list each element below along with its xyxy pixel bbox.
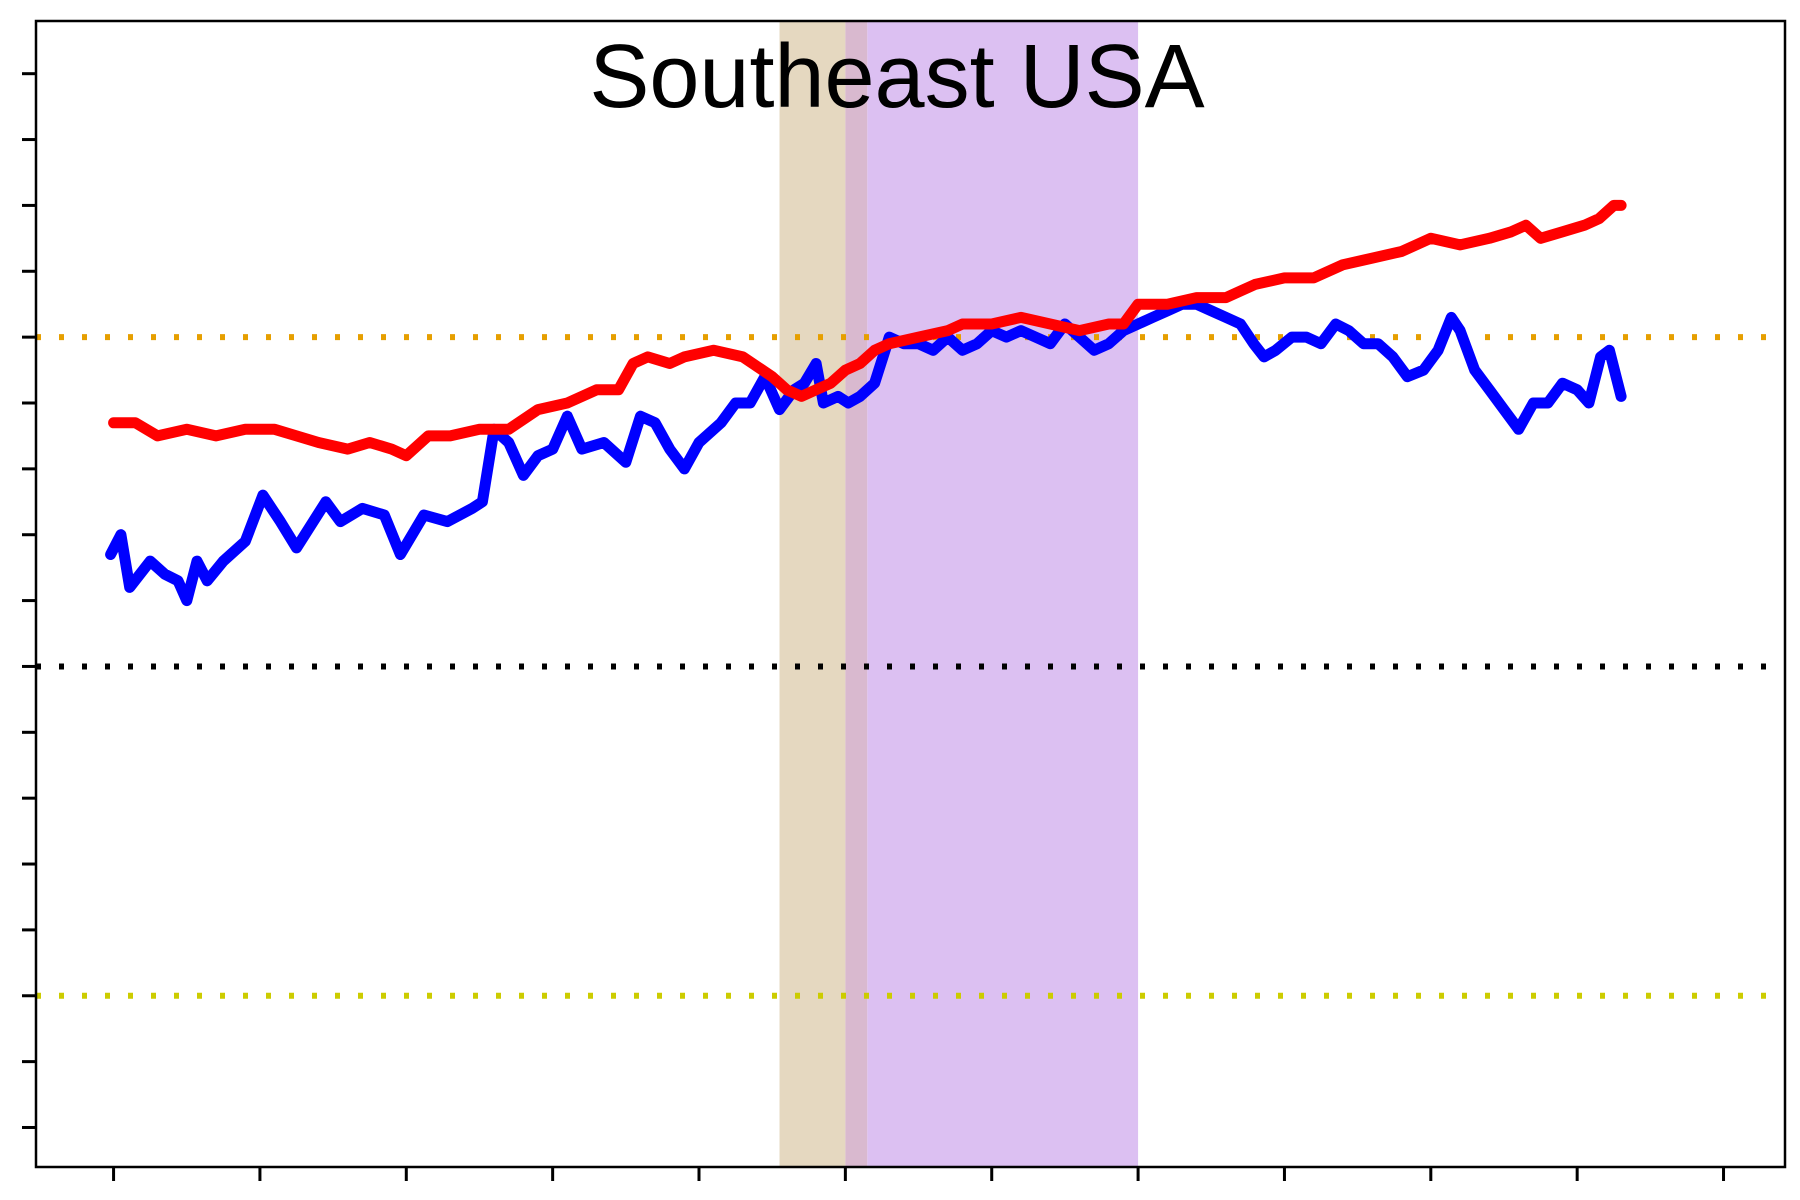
shaded-region-3 [867,21,1139,1167]
plot-frame [34,19,1787,1169]
shaded-region-1 [779,21,846,1167]
y-axis-ticks [22,72,36,1129]
series-line-2 [108,199,1627,462]
shaded-region-2 [845,21,868,1167]
shaded-regions [779,21,1139,1167]
series-lines [105,199,1627,607]
chart-title: Southeast USA [589,27,1204,127]
x-axis-ticks [112,1167,1726,1181]
